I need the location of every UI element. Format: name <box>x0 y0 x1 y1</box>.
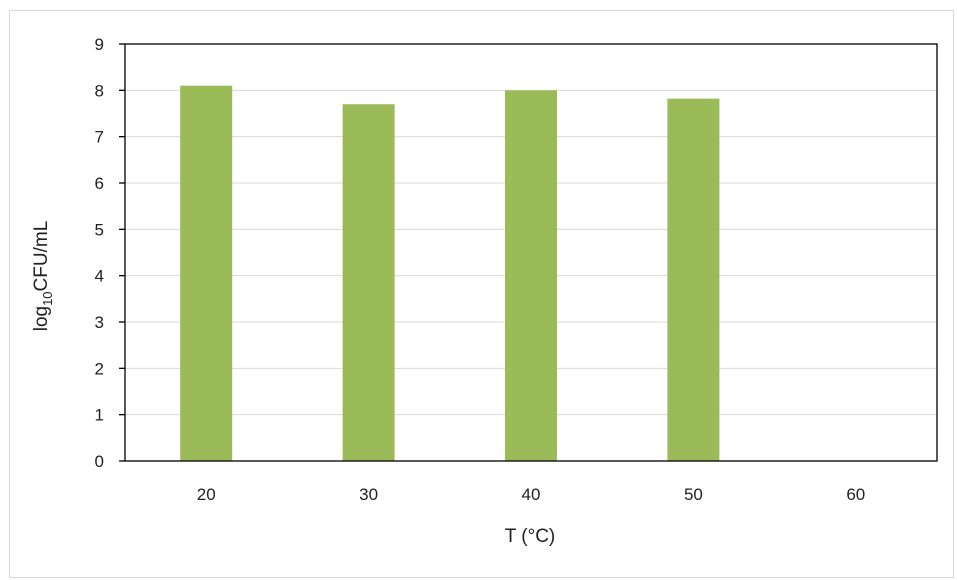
bar <box>342 104 395 461</box>
x-tick-label: 20 <box>197 485 216 504</box>
bar <box>180 85 233 461</box>
y-tick-labels: 0 1 2 3 4 5 6 7 8 9 <box>95 35 104 471</box>
y-tick-label: 7 <box>95 128 104 147</box>
y-tick-label: 9 <box>95 35 104 54</box>
y-axis-title-rest: CFU/mL <box>31 221 52 292</box>
y-axis-title-main: log <box>31 306 52 331</box>
x-tick-label: 40 <box>522 485 541 504</box>
plot-area-border <box>124 43 938 462</box>
bars <box>180 85 720 461</box>
x-tick-labels: 20 30 40 50 60 <box>197 485 866 504</box>
bar <box>667 98 720 461</box>
bar <box>505 90 557 461</box>
y-tick-label: 6 <box>95 174 104 193</box>
y-tick-label: 5 <box>95 220 104 239</box>
y-tick-label: 8 <box>95 81 104 100</box>
y-axis-title-subscript: 10 <box>40 291 55 305</box>
x-axis-title: T (°C) <box>505 526 556 547</box>
x-tick-label: 60 <box>846 485 865 504</box>
y-tick-label: 1 <box>95 406 104 425</box>
chart-frame <box>9 10 954 578</box>
axes <box>119 43 938 462</box>
y-axis-title: log10CFU/mL <box>31 221 55 332</box>
y-tick-label: 4 <box>95 267 104 286</box>
y-tick-label: 0 <box>95 452 104 471</box>
x-tick-label: 50 <box>684 485 703 504</box>
x-tick-label: 30 <box>359 485 378 504</box>
y-tick-label: 2 <box>95 359 104 378</box>
y-tick-label: 3 <box>95 313 104 332</box>
